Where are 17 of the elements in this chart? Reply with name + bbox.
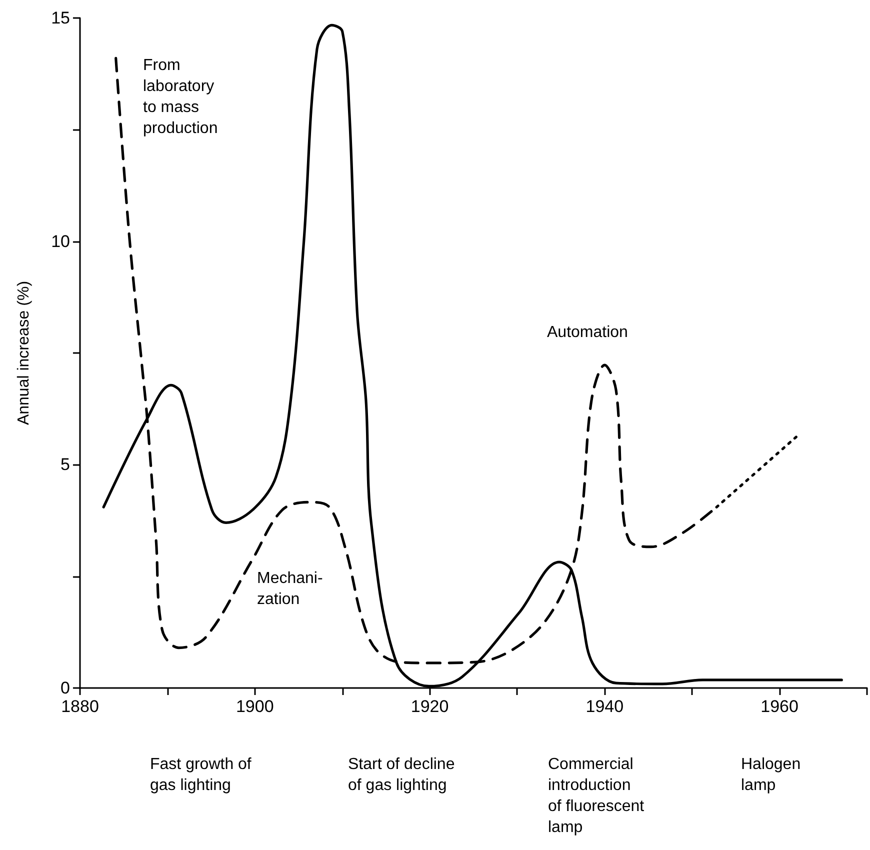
text: Fast growth of gas lighting bbox=[150, 756, 252, 794]
x-tick-label: 1920 bbox=[410, 697, 449, 716]
y-tick-label: 0 bbox=[60, 678, 70, 698]
x-tick-label: 1960 bbox=[760, 697, 798, 716]
y-tick-label: 10 bbox=[51, 232, 70, 251]
x-tick-label: 1940 bbox=[586, 697, 624, 716]
y-axis-title: Annual increase (%) bbox=[16, 280, 32, 426]
annotation: Mechani- zation bbox=[257, 570, 323, 608]
x-tick-label: 1880 bbox=[61, 697, 99, 716]
text: Halogen lamp bbox=[741, 756, 801, 794]
y-tick-label: 15 bbox=[51, 8, 70, 28]
text: Commercial introduction of fluorescent lamp bbox=[548, 756, 645, 836]
text: Start of decline of gas lighting bbox=[348, 756, 455, 794]
annotation: Automation bbox=[547, 324, 628, 341]
annotation: From laboratory to mass production bbox=[143, 57, 218, 137]
x-tick-label: 1900 bbox=[236, 697, 274, 716]
y-tick-label: 5 bbox=[60, 455, 70, 474]
